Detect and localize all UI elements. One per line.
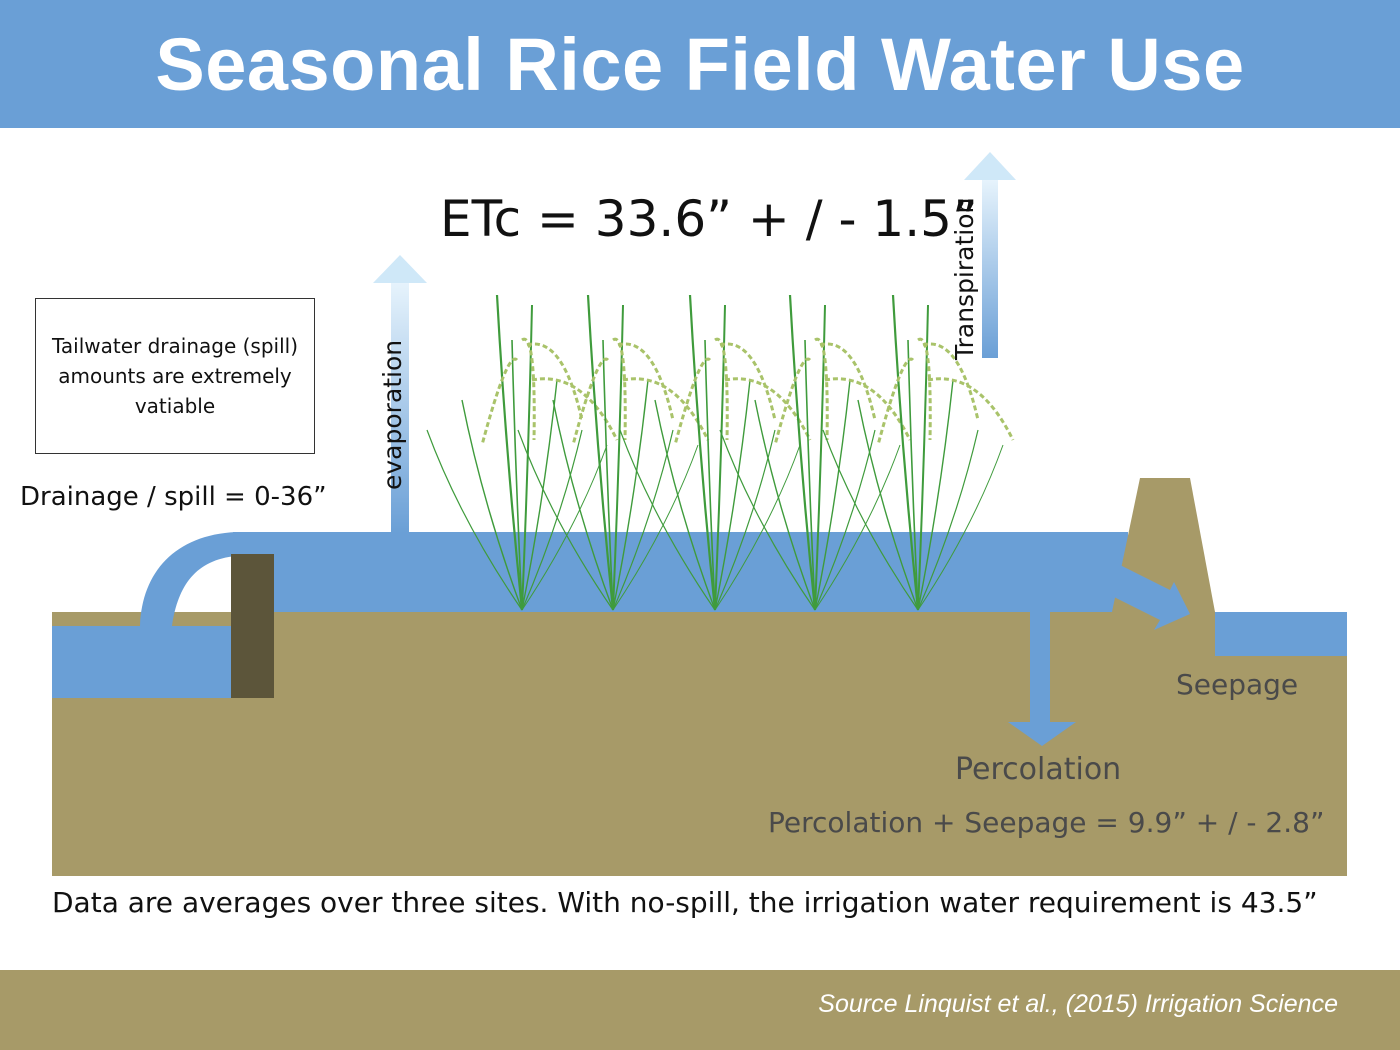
up-arrow-icon — [373, 255, 427, 533]
note-text: Tailwater drainage (spill) amounts are e… — [51, 334, 299, 418]
up-arrow-icon — [964, 152, 1016, 358]
note-box: Tailwater drainage (spill) amounts are e… — [35, 298, 315, 454]
down-arrow-icon — [1008, 612, 1076, 746]
field-water — [233, 532, 1128, 612]
page-title: Seasonal Rice Field Water Use — [155, 22, 1245, 106]
spill-pipe — [140, 532, 236, 626]
drain-ditch-water — [52, 626, 234, 698]
transpiration-label: Transpiration — [950, 197, 979, 360]
rice-plant-icon — [619, 294, 812, 611]
rice-plants — [426, 294, 1015, 611]
title-banner: Seasonal Rice Field Water Use — [0, 0, 1400, 128]
evaporation-label: evaporation — [378, 339, 407, 490]
drainage-label: Drainage / spill = 0-36” — [20, 482, 327, 512]
rice-plant-icon — [517, 294, 710, 611]
weir-gate — [231, 554, 274, 698]
rice-plant-icon — [426, 294, 619, 611]
footer-bar: Source Linquist et al., (2015) Irrigatio… — [0, 970, 1400, 1050]
source-citation: Source Linquist et al., (2015) Irrigatio… — [818, 990, 1338, 1018]
percolation-label: Percolation — [955, 752, 1122, 787]
seepage-label: Seepage — [1176, 668, 1299, 701]
percolation-seepage-label: Percolation + Seepage = 9.9” + / - 2.8” — [768, 806, 1325, 839]
rice-plant-icon — [822, 294, 1015, 611]
rice-plant-icon — [719, 294, 912, 611]
etc-label: ETc = 33.6” + / - 1.5” — [440, 190, 978, 248]
diagonal-arrow-icon — [1112, 564, 1190, 630]
adjacent-water — [1215, 612, 1347, 656]
caption: Data are averages over three sites. With… — [52, 886, 1318, 919]
